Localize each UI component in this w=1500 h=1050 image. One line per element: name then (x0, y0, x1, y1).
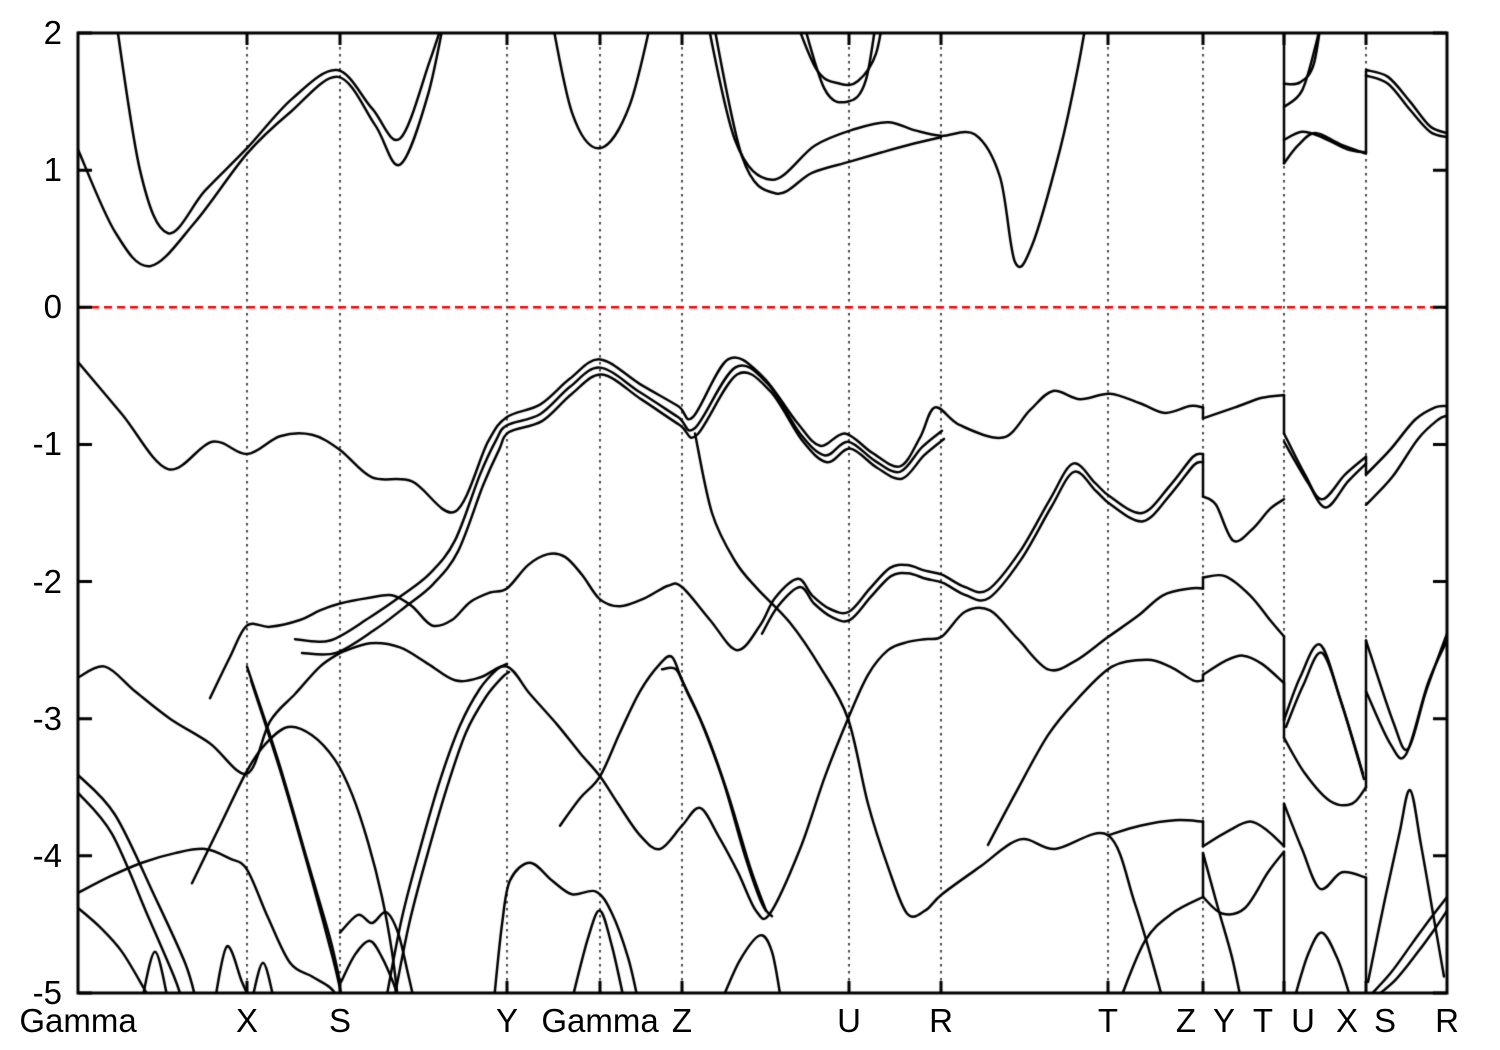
y-tick-label: -5 (32, 974, 62, 1011)
y-tick-label: 2 (43, 14, 62, 51)
x-axis-kpoint-label: Y (1212, 1002, 1235, 1039)
y-tick-label: -3 (32, 699, 62, 737)
x-axis-kpoint-label: Z (671, 1002, 693, 1039)
x-axis-kpoint-label: Y (495, 1002, 518, 1039)
y-tick-label: 1 (43, 151, 62, 189)
y-tick-label: -4 (32, 836, 62, 874)
x-axis-kpoint-label: X (1335, 1002, 1358, 1039)
y-tick-label: -1 (32, 425, 62, 463)
x-axis-kpoint-label: T (1097, 1002, 1119, 1039)
y-tick-label: -2 (32, 562, 62, 600)
x-axis-kpoint-label: X (235, 1002, 258, 1039)
x-axis-kpoint-label: S (328, 1002, 351, 1039)
x-axis-kpoint-label: R (929, 1002, 953, 1039)
x-axis-kpoint-label: U (837, 1002, 861, 1039)
x-axis-kpoint-label: U (1291, 1002, 1315, 1039)
x-axis-kpoint-label: Z (1175, 1002, 1197, 1039)
x-axis-kpoint-label: Gamma (541, 1002, 659, 1039)
x-axis-kpoint-label: Gamma (19, 1002, 137, 1039)
x-axis-kpoint-label: T (1252, 1002, 1274, 1039)
x-axis-kpoint-label: R (1435, 1002, 1459, 1039)
x-axis-kpoint-label: S (1373, 1002, 1396, 1039)
y-tick-label: 0 (43, 288, 62, 326)
